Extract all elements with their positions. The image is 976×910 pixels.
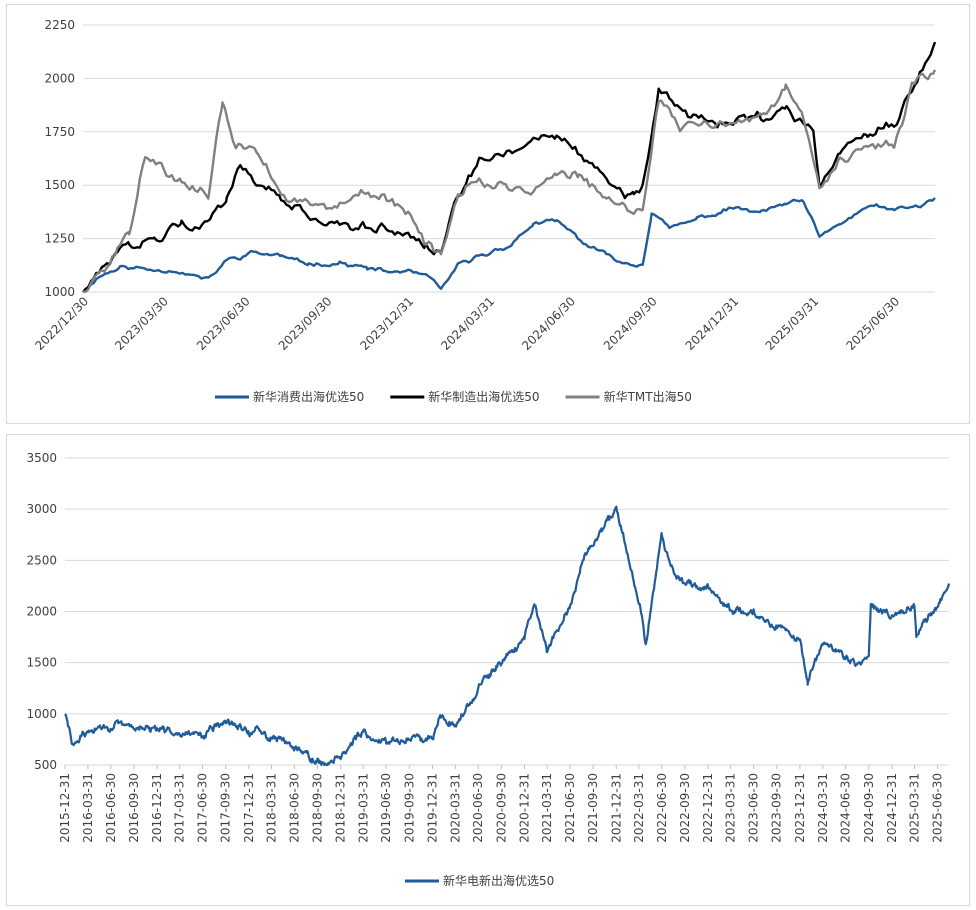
x-tick-label: 2019-09-30 [402,773,416,843]
x-tick-label: 2018-09-30 [310,773,324,843]
x-tick-label: 2025-06-30 [930,773,944,843]
x-tick-label: 2023-03-31 [724,773,738,843]
x-tick-label: 2017-06-30 [196,773,210,843]
legend-label: 新华电新出海优选50 [443,873,554,888]
x-tick-label: 2015-12-31 [58,773,72,843]
x-tick-label: 2021-12-31 [609,773,623,843]
x-tick-label: 2019-06-30 [379,773,393,843]
x-tick-label: 2024-06-30 [839,773,853,843]
x-tick-label: 2022-06-30 [655,773,669,843]
x-tick-label: 2020-09-30 [494,773,508,843]
y-tick-label: 500 [34,758,57,772]
legend-label: 新华消费出海优选50 [253,389,364,404]
chart-bottom: 500 1000 1500 2000 2500 3000 3500 2015-12-31 201… [26,451,951,888]
y-tick-label: 1750 [44,125,75,139]
chart-panel-bottom: 500 1000 1500 2000 2500 3000 3500 2015-12-31 201… [6,434,970,906]
x-tick-label: 2020-03-31 [448,773,462,843]
y-tick-label: 2500 [26,553,57,567]
y-tick-label: 3500 [26,451,57,465]
chart-panel-top: 1000 1250 1500 1750 2000 2250 2022/12/30 2023/0… [6,4,970,424]
legend-label: 新华制造出海优选50 [428,389,539,404]
series-line-2 [83,69,937,293]
legend-label: 新华TMT出海50 [604,389,692,404]
x-tick-label: 2016-12-31 [150,773,164,843]
x-tick-label: 2022/12/30 [32,294,91,353]
y-tick-label: 3000 [26,502,57,516]
x-tick-label: 2022-12-31 [701,773,715,843]
x-tick-label: 2024/09/30 [601,294,660,353]
y-tick-label: 2250 [44,18,75,32]
x-tick-label: 2017-03-31 [173,773,187,843]
series-line-0 [82,197,936,294]
x-tick-label: 2024/12/31 [683,294,742,353]
y-tick-label: 1000 [26,707,57,721]
x-tick-label: 2023/03/30 [112,294,171,353]
y-tick-label: 1250 [44,232,75,246]
x-tick-label: 2023/06/30 [194,294,253,353]
y-tick-label: 2000 [44,71,75,85]
x-tick-label: 2023-09-30 [770,773,784,843]
y-tick-label: 1500 [44,178,75,192]
x-tick-label: 2017-12-31 [242,773,256,843]
x-tick-label: 2016-06-30 [104,773,118,843]
x-tick-label: 2020-12-31 [517,773,531,843]
x-tick-label: 2023-12-31 [793,773,807,843]
x-tick-label: 2023/12/31 [357,294,416,353]
x-tick-label: 2021-03-31 [540,773,554,843]
x-tick-label: 2023/09/30 [276,294,335,353]
x-tick-label: 2024/06/30 [519,294,578,353]
x-tick-label: 2017-09-30 [219,773,233,843]
x-tick-label: 2024-12-31 [885,773,899,843]
x-tick-label: 2016-09-30 [127,773,141,843]
x-tick-label: 2025/03/31 [763,294,822,353]
x-tick-label: 2022-03-31 [632,773,646,843]
x-tick-label: 2022-09-30 [678,773,692,843]
x-tick-label: 2018-12-31 [334,773,348,843]
x-tick-label: 2016-03-31 [81,773,95,843]
y-tick-label: 2000 [26,605,57,619]
x-tick-label: 2024/03/31 [438,294,497,353]
x-tick-label: 2018-03-31 [264,773,278,843]
x-tick-label: 2020-06-30 [471,773,485,843]
x-tick-label: 2019-03-31 [356,773,370,843]
x-tick-label: 2021-06-30 [563,773,577,843]
chart-top: 1000 1250 1500 1750 2000 2250 2022/12/30 2023/0… [32,18,937,404]
x-tick-label: 2018-06-30 [287,773,301,843]
x-tick-label: 2023-06-30 [747,773,761,843]
x-tick-label: 2025-03-31 [908,773,922,843]
y-tick-label: 1500 [26,656,57,670]
series-line-1 [82,41,937,293]
series-line-0 [64,505,951,767]
y-tick-label: 1000 [44,285,75,299]
x-tick-label: 2024-03-31 [816,773,830,843]
x-tick-label: 2025/06/30 [843,294,902,353]
x-tick-label: 2019-12-31 [425,773,439,843]
x-tick-label: 2024-09-30 [862,773,876,843]
x-tick-label: 2021-09-30 [586,773,600,843]
